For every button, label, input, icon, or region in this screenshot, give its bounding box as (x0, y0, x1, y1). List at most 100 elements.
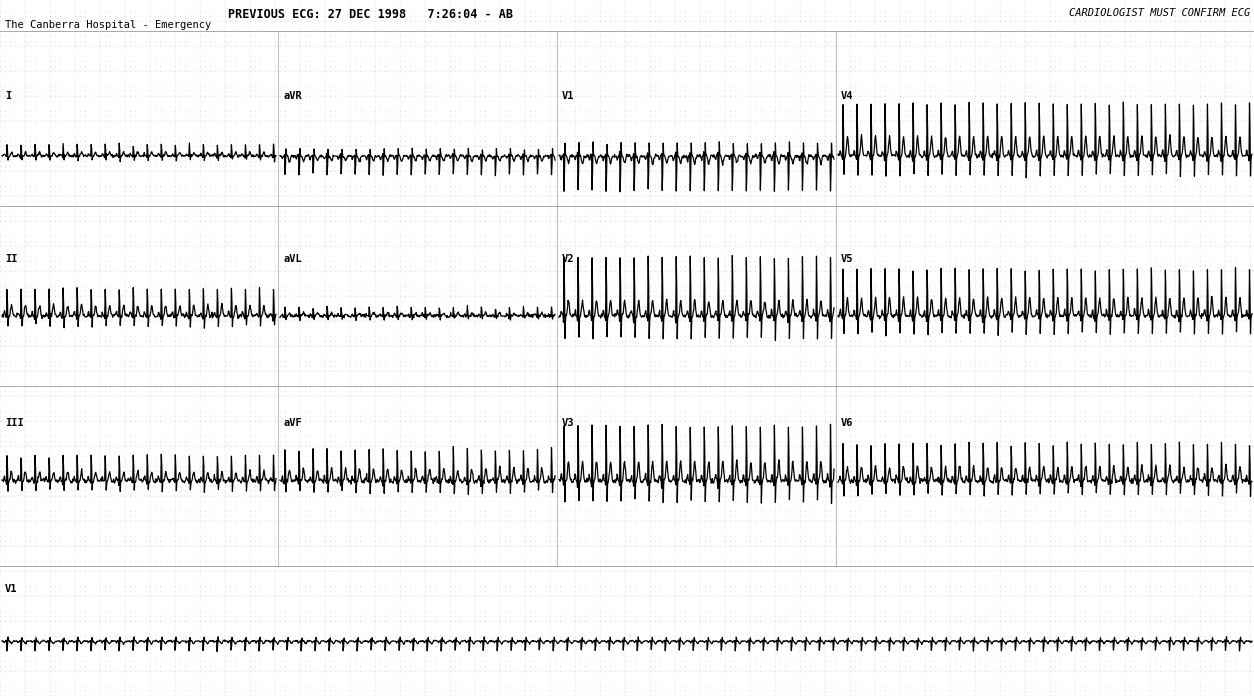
Point (845, 500, 865, 512)
Point (660, 416, 680, 427)
Point (325, 185, 345, 196)
Point (1075, 390, 1095, 402)
Point (300, 191, 320, 202)
Point (670, 516, 690, 527)
Point (95, 240, 115, 251)
Point (675, 255, 695, 267)
Point (260, 370, 280, 381)
Point (725, 496, 745, 507)
Point (219, 56, 240, 67)
Point (969, 466, 989, 477)
Point (1055, 461, 1075, 472)
Point (540, 350, 561, 361)
Point (935, 656, 956, 667)
Point (790, 81, 810, 92)
Point (380, 585, 400, 596)
Point (171, 450, 191, 461)
Point (720, 521, 740, 532)
Point (1045, 461, 1065, 472)
Point (189, 40, 209, 52)
Point (705, 120, 725, 132)
Point (775, 271, 795, 282)
Point (1085, 475, 1105, 487)
Point (715, 235, 735, 246)
Point (1020, 230, 1040, 242)
Point (805, 265, 825, 276)
Point (510, 496, 530, 507)
Point (110, 125, 130, 136)
Point (710, 315, 730, 326)
Point (810, 540, 830, 551)
Point (875, 590, 895, 601)
Point (166, 441, 186, 452)
Point (994, 45, 1014, 56)
Point (870, 56, 890, 67)
Point (650, 505, 670, 516)
Point (961, 610, 981, 622)
Point (1180, 340, 1200, 351)
Point (1035, 635, 1055, 647)
Point (1009, 145, 1030, 157)
Point (204, 390, 224, 402)
Point (355, 166, 375, 177)
Point (940, 466, 961, 477)
Point (1075, 540, 1095, 551)
Point (199, 590, 219, 601)
Point (1075, 670, 1095, 681)
Point (435, 150, 455, 161)
Point (390, 525, 410, 537)
Point (390, 290, 410, 301)
Point (725, 436, 745, 447)
Point (780, 525, 800, 537)
Point (665, 166, 685, 177)
Point (670, 331, 690, 342)
Point (735, 280, 755, 292)
Point (805, 400, 825, 411)
Point (400, 361, 420, 372)
Point (130, 35, 150, 47)
Point (1020, 31, 1040, 42)
Point (85, 395, 105, 406)
Point (1190, 631, 1210, 642)
Point (130, 585, 150, 596)
Point (1200, 246, 1220, 257)
Point (510, 45, 530, 56)
Point (800, 40, 820, 52)
Point (245, 6, 265, 17)
Point (725, 516, 745, 527)
Point (455, 475, 475, 487)
Point (1135, 626, 1155, 637)
Point (380, 436, 400, 447)
Point (1160, 626, 1180, 637)
Point (115, 335, 135, 347)
Point (375, 255, 395, 267)
Point (270, 491, 290, 502)
Point (1175, 450, 1195, 461)
Point (956, 100, 976, 111)
Point (685, 615, 705, 626)
Point (209, 686, 229, 696)
Point (915, 116, 935, 127)
Point (685, 675, 705, 686)
Point (500, 100, 520, 111)
Point (140, 65, 161, 77)
Point (760, 65, 780, 77)
Point (730, 230, 750, 242)
Point (460, 425, 480, 436)
Point (1060, 505, 1080, 516)
Point (999, 626, 1020, 637)
Point (455, 6, 475, 17)
Point (415, 340, 435, 351)
Point (989, 20, 1009, 31)
Point (1155, 516, 1175, 527)
Point (825, 416, 845, 427)
Point (1009, 271, 1030, 282)
Point (60, 470, 80, 482)
Point (1185, 681, 1205, 692)
Point (255, 675, 275, 686)
Point (1100, 560, 1120, 571)
Point (0, 306, 15, 317)
Point (1125, 400, 1145, 411)
Point (1235, 610, 1254, 622)
Point (140, 276, 161, 287)
